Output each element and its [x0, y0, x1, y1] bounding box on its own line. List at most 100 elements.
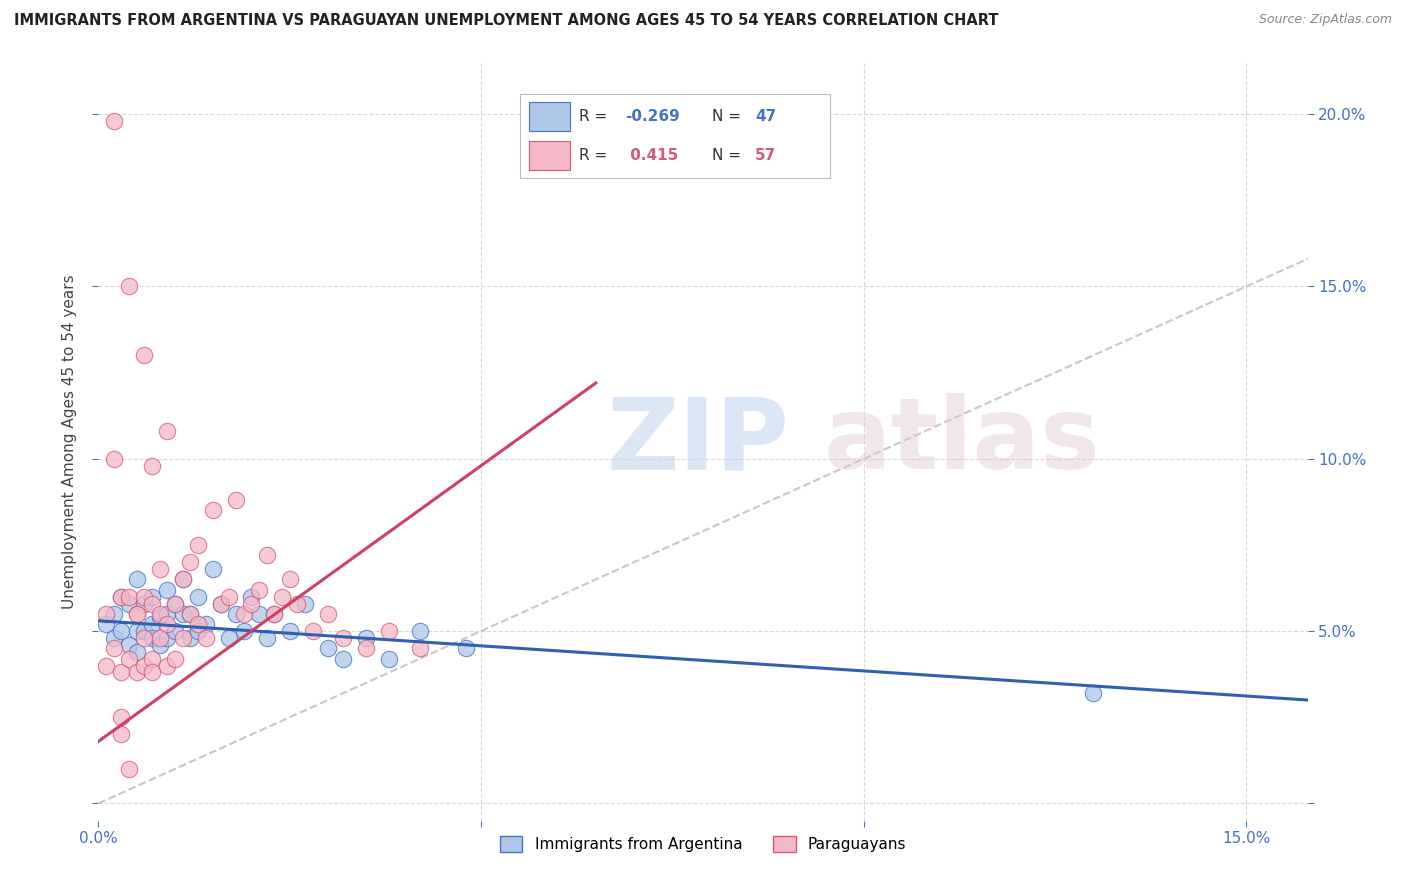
Point [202, 562, 225, 576]
Point [1083, 686, 1105, 700]
Point [209, 597, 232, 611]
Point [378, 651, 401, 665]
Point [179, 555, 201, 569]
Point [94, 658, 117, 673]
Point [103, 641, 125, 656]
Point [125, 607, 148, 621]
Point [156, 607, 179, 621]
Point [294, 597, 316, 611]
Point [141, 651, 163, 665]
Point [218, 631, 240, 645]
Bar [530, 103, 569, 131]
Point [110, 624, 132, 639]
Point [110, 727, 132, 741]
Text: Source: ZipAtlas.com: Source: ZipAtlas.com [1258, 13, 1392, 27]
Point [125, 573, 148, 587]
Point [172, 573, 194, 587]
Text: N =: N = [711, 148, 745, 163]
Text: 0.415: 0.415 [626, 148, 679, 163]
Point [118, 762, 141, 776]
Text: 57: 57 [755, 148, 776, 163]
Point [163, 597, 186, 611]
Text: ZIP: ZIP [606, 393, 789, 490]
Point [125, 624, 148, 639]
Point [409, 624, 432, 639]
Text: -0.269: -0.269 [626, 109, 681, 124]
Point [110, 590, 132, 604]
Point [141, 597, 163, 611]
Point [156, 424, 179, 438]
Point [134, 624, 156, 639]
Point [125, 645, 148, 659]
Point [94, 617, 117, 632]
Point [118, 638, 141, 652]
Point [409, 641, 432, 656]
Point [179, 607, 201, 621]
Point [103, 451, 125, 466]
Point [163, 624, 186, 639]
Point [271, 590, 294, 604]
Point [134, 631, 156, 645]
Point [179, 607, 201, 621]
Point [247, 582, 270, 597]
Point [332, 651, 354, 665]
Point [156, 658, 179, 673]
Text: 47: 47 [755, 109, 776, 124]
Point [149, 638, 172, 652]
Text: R =: R = [579, 109, 612, 124]
Point [356, 631, 378, 645]
Point [454, 641, 477, 656]
Point [263, 607, 285, 621]
Point [172, 607, 194, 621]
Point [240, 590, 263, 604]
Point [232, 607, 254, 621]
Point [156, 582, 179, 597]
Point [316, 641, 339, 656]
Point [149, 631, 172, 645]
Point [256, 548, 278, 563]
Point [103, 631, 125, 645]
Point [110, 710, 132, 724]
Point [256, 631, 278, 645]
Point [209, 597, 232, 611]
Point [118, 279, 141, 293]
Point [172, 573, 194, 587]
Point [149, 562, 172, 576]
Point [103, 607, 125, 621]
Point [172, 631, 194, 645]
Point [134, 590, 156, 604]
Point [179, 631, 201, 645]
Point [149, 610, 172, 624]
Point [156, 617, 179, 632]
Point [187, 624, 209, 639]
Point [134, 348, 156, 362]
Point [278, 573, 301, 587]
Point [378, 624, 401, 639]
Point [163, 651, 186, 665]
Point [356, 641, 378, 656]
Point [247, 607, 270, 621]
Point [316, 607, 339, 621]
Point [118, 651, 141, 665]
Bar [530, 141, 569, 169]
Text: R =: R = [579, 148, 612, 163]
Point [141, 631, 163, 645]
Point [125, 665, 148, 680]
Point [187, 617, 209, 632]
Point [278, 624, 301, 639]
Point [225, 607, 247, 621]
Point [263, 607, 285, 621]
Point [134, 658, 156, 673]
Point [134, 597, 156, 611]
Text: atlas: atlas [824, 393, 1101, 490]
Point [110, 665, 132, 680]
Point [149, 607, 172, 621]
Point [232, 624, 254, 639]
Point [287, 597, 309, 611]
Text: N =: N = [711, 109, 745, 124]
Point [125, 607, 148, 621]
Point [103, 114, 125, 128]
Point [141, 590, 163, 604]
Point [202, 503, 225, 517]
Legend: Immigrants from Argentina, Paraguayans: Immigrants from Argentina, Paraguayans [494, 830, 912, 858]
